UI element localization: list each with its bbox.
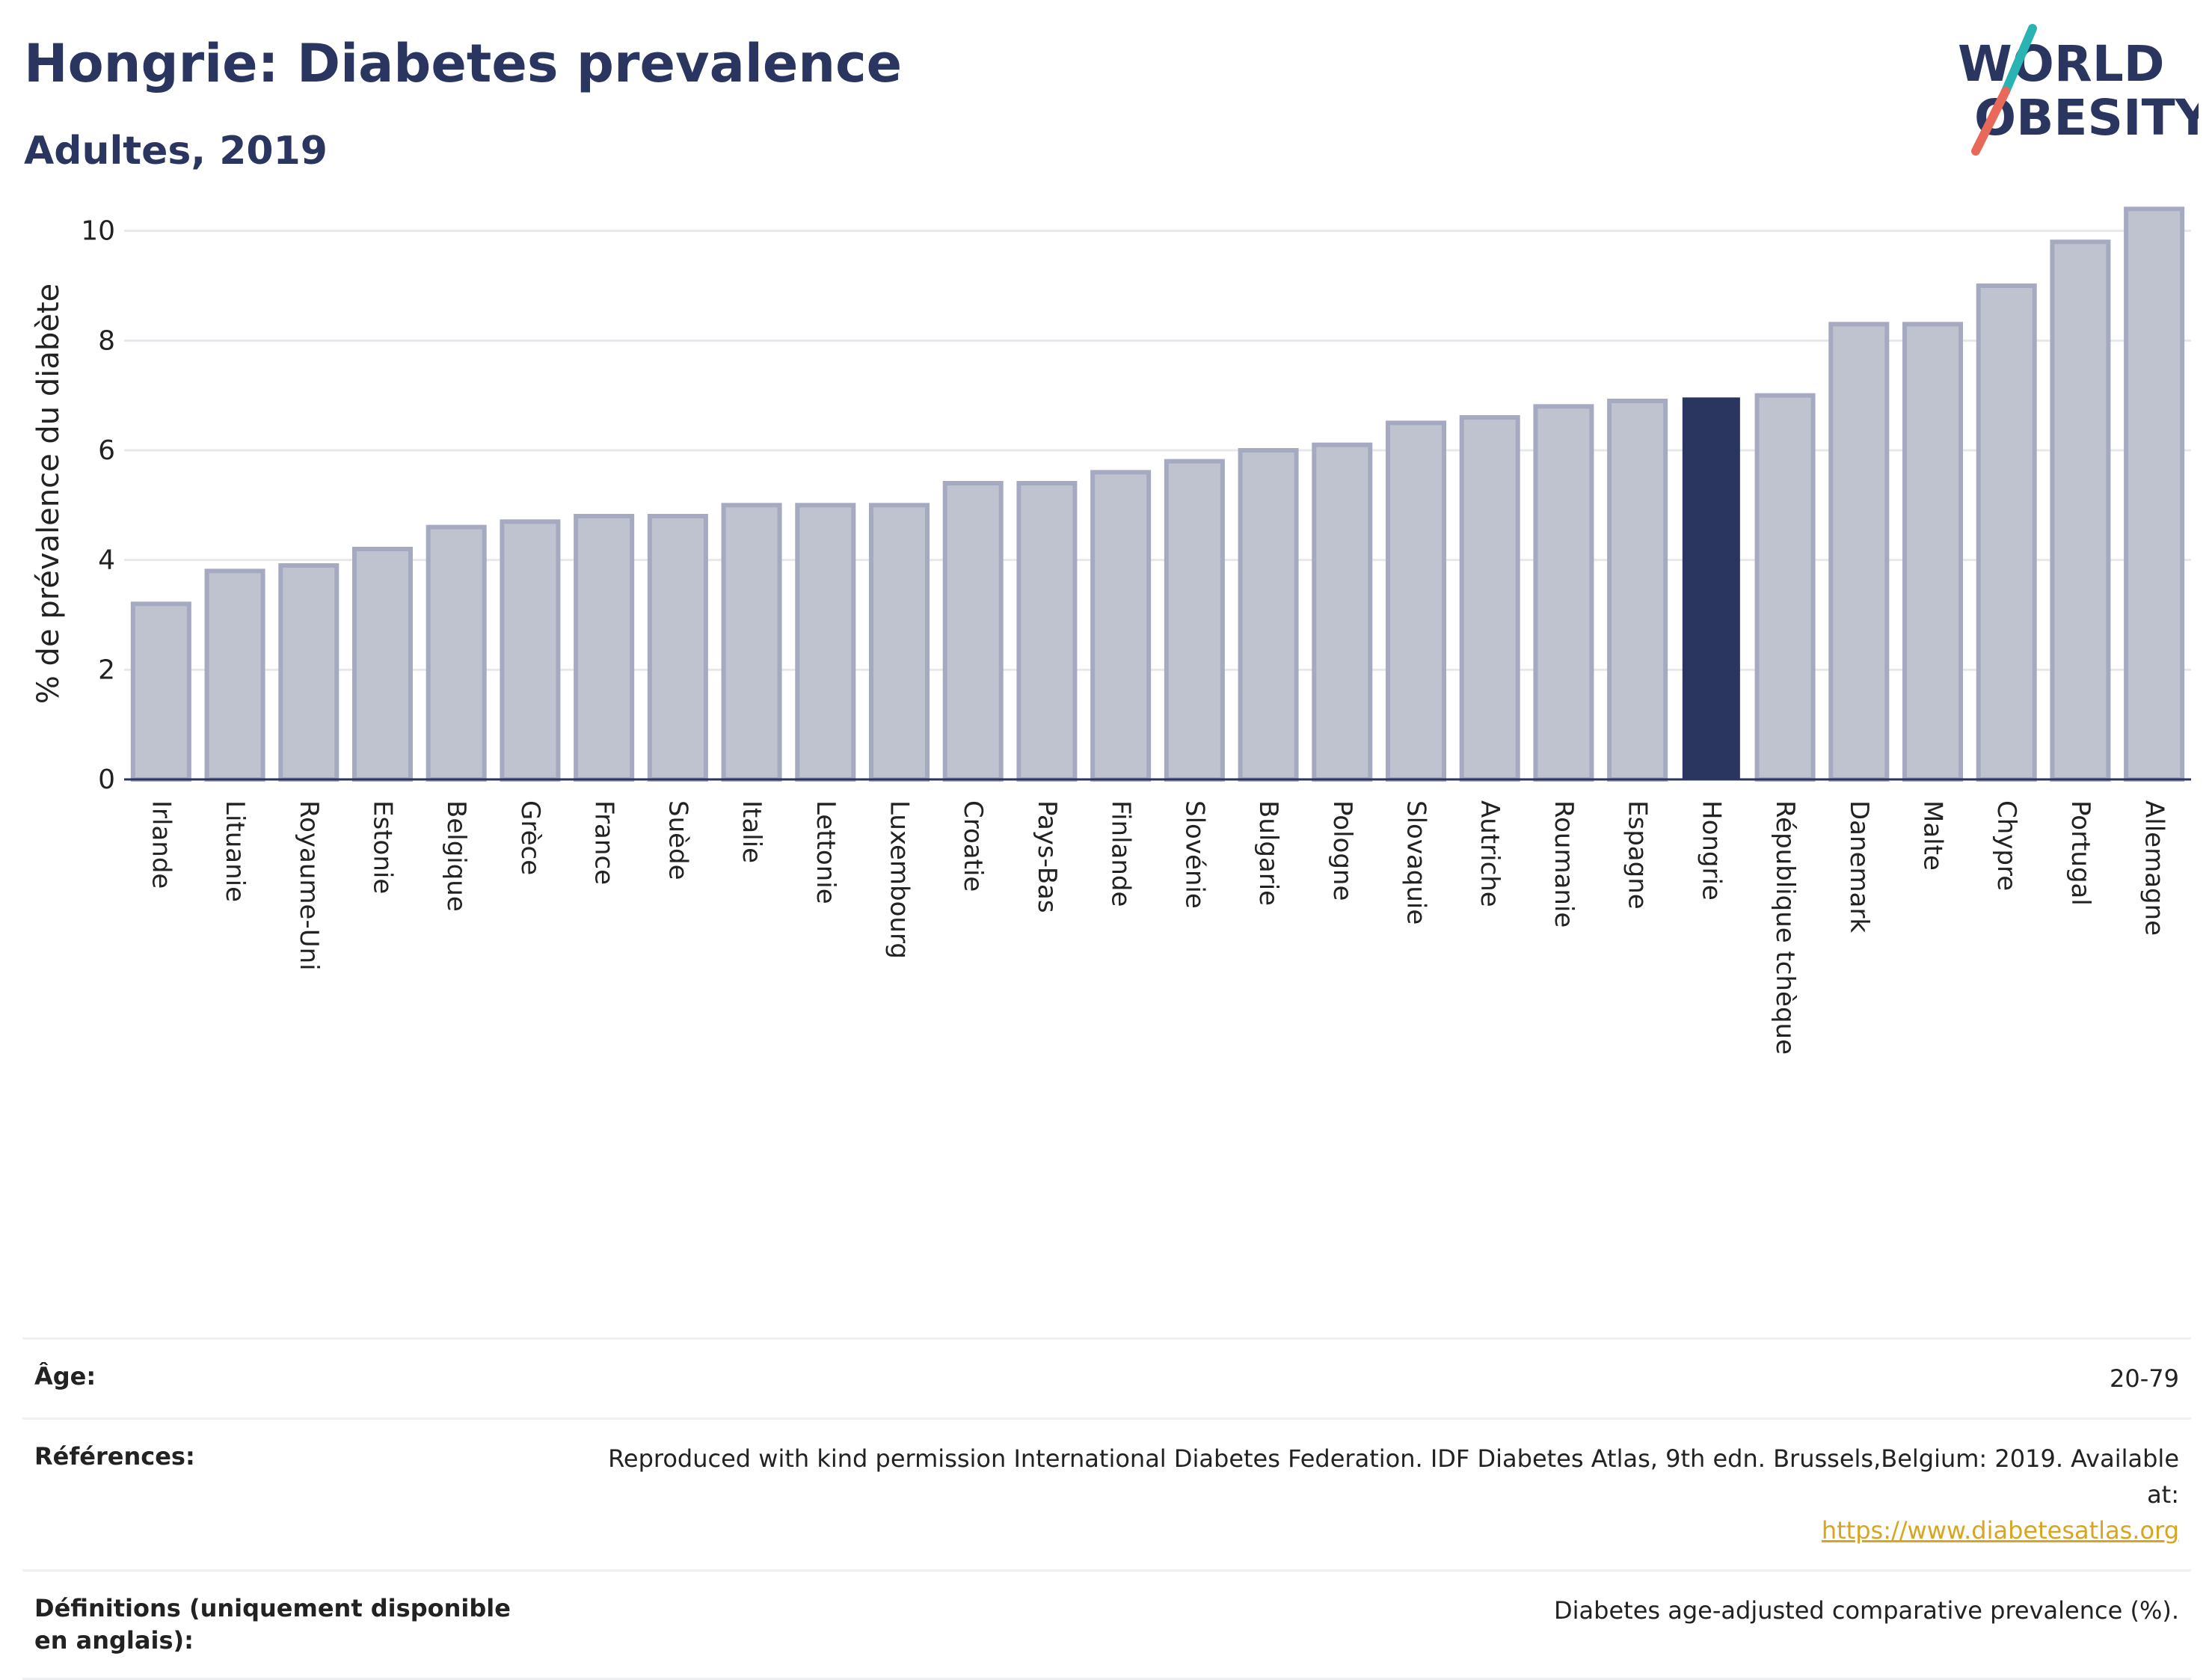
x-tick-label: Estonie <box>368 800 398 894</box>
bar <box>1533 404 1594 782</box>
references-text: Reproduced with kind permission Internat… <box>608 1444 2179 1509</box>
x-tick-label: Chypre <box>1991 800 2021 891</box>
bar <box>721 503 782 782</box>
x-tick-label: Italie <box>737 800 766 863</box>
y-tick-label: 4 <box>98 545 115 576</box>
x-tick-label: Pays-Bas <box>1032 800 1062 913</box>
x-tick-label: Lituanie <box>220 800 250 902</box>
y-tick-label: 2 <box>98 654 115 685</box>
bar <box>795 503 856 782</box>
x-tick-label: Lettonie <box>811 800 841 904</box>
bar <box>1164 459 1225 782</box>
y-tick-label: 10 <box>81 216 115 247</box>
x-tick-label: France <box>589 800 619 885</box>
x-tick-label: Danemark <box>1844 800 1874 933</box>
bar <box>500 519 561 782</box>
logo-slash-red <box>1971 87 2010 156</box>
x-tick-label: République tchèque <box>1770 800 1800 1055</box>
x-tick-label: Espagne <box>1623 800 1653 910</box>
bar <box>1238 448 1299 782</box>
logo-line2: OBESITY <box>1974 89 2199 147</box>
bar <box>1090 470 1152 782</box>
bar-chart: 0 2 4 6 8 10 Irlande Lituanie Royaume-Uni Estoni… <box>31 206 2191 1055</box>
info-row-references: Références: Reproduced with kind permiss… <box>22 1420 2191 1572</box>
x-tick-label: Malte <box>1918 800 1948 871</box>
references-value: Reproduced with kind permission Internat… <box>571 1441 2179 1548</box>
bar <box>425 524 487 782</box>
definitions-value: Diabetes age-adjusted comparative preval… <box>1554 1596 2179 1625</box>
x-tick-label: Croatie <box>958 800 988 892</box>
bar <box>204 568 265 782</box>
bar <box>1016 481 1078 782</box>
x-tick-label: Suède <box>663 800 692 880</box>
y-tick-label: 0 <box>98 764 115 795</box>
bar <box>130 601 191 782</box>
bar <box>1385 420 1447 782</box>
bar-highlight <box>1682 397 1740 780</box>
x-tick-labels: Irlande Lituanie Royaume-Uni Estonie Belgiqu… <box>146 800 2169 1055</box>
bar <box>1312 442 1373 782</box>
x-tick-label: Portugal <box>2065 800 2095 906</box>
bar <box>868 503 930 782</box>
bar <box>942 481 1004 782</box>
y-tick-label: 8 <box>98 325 115 356</box>
x-tick-label: Belgique <box>441 800 471 912</box>
x-tick-label: Irlande <box>146 800 176 889</box>
logo-line1: WORLD <box>1958 35 2165 93</box>
x-tick-label: Slovaquie <box>1401 800 1431 925</box>
bars <box>130 206 2185 782</box>
x-tick-label: Allemagne <box>2139 800 2169 936</box>
bar <box>1976 283 2037 782</box>
bar <box>574 514 635 782</box>
references-link[interactable]: https://www.diabetesatlas.org <box>1821 1516 2179 1545</box>
info-row-age: Âge: 20-79 <box>22 1340 2191 1420</box>
x-tick-label: Pologne <box>1327 800 1357 901</box>
bar <box>647 514 708 782</box>
x-tick-label: Luxembourg <box>885 800 915 959</box>
y-axis-label: % de prévalence du diabète <box>31 283 66 704</box>
bar <box>1754 393 1816 782</box>
logo-slash-teal <box>2001 24 2037 96</box>
definitions-label: Définitions (uniquement disponible en an… <box>34 1594 511 1655</box>
page-title: Hongrie: Diabetes prevalence <box>24 33 903 94</box>
x-tick-label: Grèce <box>515 800 545 875</box>
bar <box>351 547 414 782</box>
age-label: Âge: <box>34 1362 96 1391</box>
x-tick-label: Hongrie <box>1696 800 1726 901</box>
info-table: Âge: 20-79 Références: Reproduced with k… <box>22 1337 2191 1680</box>
x-tick-label: Roumanie <box>1549 800 1579 928</box>
bar <box>1607 399 1668 782</box>
references-label: Références: <box>34 1442 195 1471</box>
x-tick-label: Bulgarie <box>1253 800 1283 906</box>
age-value: 20-79 <box>2110 1364 2179 1393</box>
bar <box>2050 239 2111 782</box>
bar <box>1828 322 1890 782</box>
bar <box>1902 322 1964 782</box>
world-obesity-logo: WORLD OBESITY <box>1958 24 2199 156</box>
page-subtitle: Adultes, 2019 <box>24 129 328 174</box>
y-tick-labels: 0 2 4 6 8 10 <box>81 216 115 795</box>
x-tick-label: Autriche <box>1475 800 1505 907</box>
x-tick-label: Slovénie <box>1179 800 1209 909</box>
bar <box>278 563 340 782</box>
bar <box>2124 206 2185 782</box>
info-row-definitions: Définitions (uniquement disponible en an… <box>22 1572 2191 1680</box>
bar <box>1459 415 1520 782</box>
y-tick-label: 6 <box>98 435 115 466</box>
x-tick-label: Royaume-Uni <box>294 800 324 971</box>
x-tick-label: Finlande <box>1106 800 1136 907</box>
